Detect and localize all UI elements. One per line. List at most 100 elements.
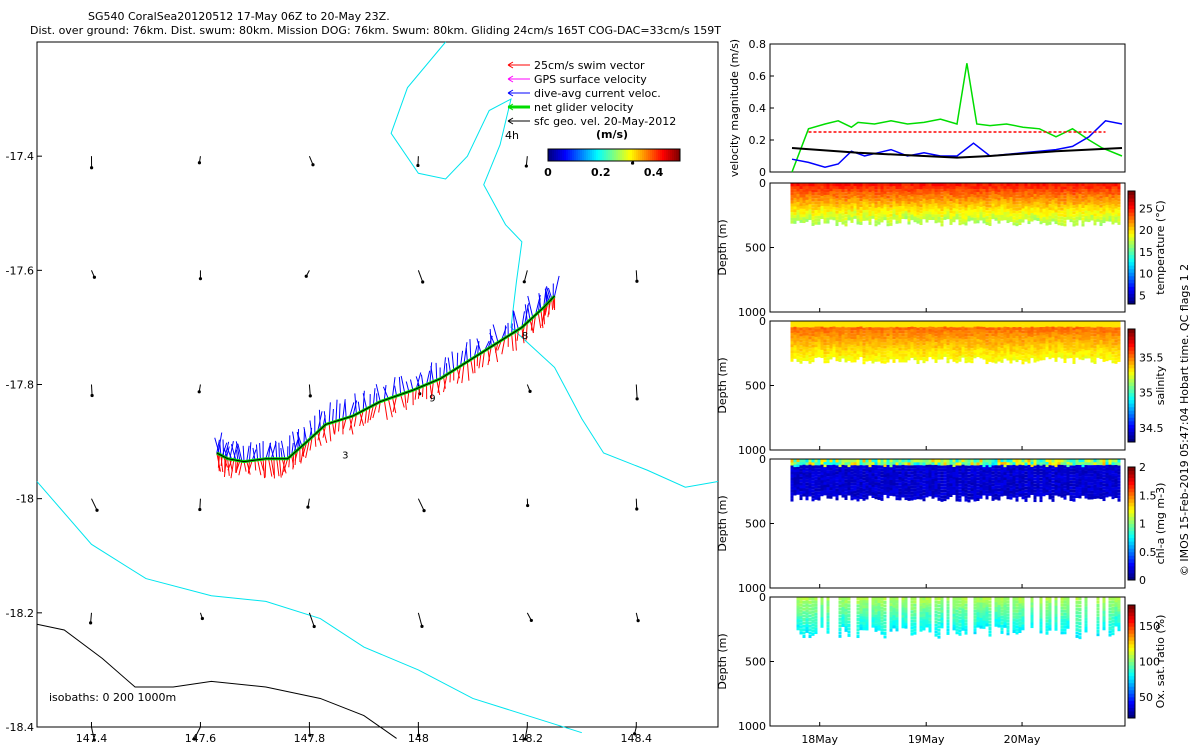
profile-dot: [1018, 195, 1022, 199]
profile-colorbar-cell: [1128, 247, 1135, 252]
profile-dot: [856, 459, 860, 463]
profile-dot: [1030, 326, 1034, 330]
profile-dot: [931, 490, 935, 494]
profile-dot: [814, 491, 818, 495]
profile-dot: [841, 326, 845, 330]
profile-dot: [817, 210, 821, 214]
dac-vector: [235, 449, 239, 461]
profile-dot: [880, 354, 884, 358]
profile-dot: [997, 327, 1001, 331]
profile-dot: [898, 494, 902, 498]
profile-dot: [805, 485, 809, 489]
profile-dot: [868, 338, 872, 342]
dac-vector: [318, 409, 321, 430]
profile-dot: [871, 195, 875, 199]
profile-dot: [994, 465, 998, 469]
profile-dot: [922, 330, 926, 334]
profile-dot: [994, 485, 998, 489]
profile-dot: [1018, 459, 1022, 463]
profile-dot: [931, 321, 935, 325]
geo-velocity-arrowhead: [636, 619, 640, 623]
profile-dot: [997, 217, 1001, 221]
profile-dot: [1102, 335, 1106, 339]
profile-dot: [961, 472, 965, 476]
profile-dot: [1006, 357, 1010, 361]
dac-vector: [420, 374, 424, 387]
profile-dot: [1039, 183, 1043, 187]
profile-dot: [1036, 475, 1040, 479]
profile-dot: [946, 339, 950, 343]
profile-dot: [1003, 477, 1007, 481]
profile-dot: [994, 351, 998, 355]
profile-dot: [922, 213, 926, 217]
profile-dot: [1096, 347, 1100, 351]
profile-dot: [1009, 357, 1013, 361]
profile-dot: [985, 487, 989, 491]
profile-dot: [1105, 338, 1109, 342]
profile-dot: [970, 212, 974, 216]
profile-dot: [1036, 459, 1040, 463]
profile-dot: [811, 483, 815, 487]
profile-dot: [883, 489, 887, 493]
geo-velocity-arrowhead: [92, 738, 96, 742]
profile-dot: [1015, 198, 1019, 202]
profile-dot: [814, 326, 818, 330]
profile-dot: [844, 204, 848, 208]
profile-dot: [1069, 329, 1073, 333]
map-colorbar-cell: [554, 149, 557, 161]
profile-dot: [892, 359, 896, 363]
profile-dot: [898, 488, 902, 492]
profile-dot: [907, 221, 911, 225]
profile-dot: [997, 491, 1001, 495]
profile-dot: [925, 352, 929, 356]
profile-dot: [826, 465, 830, 469]
profile-dot: [892, 214, 896, 218]
profile-dot: [970, 196, 974, 200]
profile-dot: [958, 350, 962, 354]
profile-dot: [922, 342, 926, 346]
profile-dot: [1084, 186, 1088, 190]
profile-dot: [1057, 477, 1061, 481]
profile-dot: [946, 487, 950, 491]
profile-y-tick-label: 500: [745, 518, 766, 531]
profile-dot: [1012, 222, 1016, 226]
profile-dot: [979, 465, 983, 469]
profile-dot: [976, 208, 980, 212]
profile-dot: [1051, 210, 1055, 214]
profile-dot: [868, 183, 872, 187]
profile-dot: [1042, 343, 1046, 347]
profile-dot: [946, 476, 950, 480]
profile-dot: [862, 207, 866, 211]
profile-dot: [925, 211, 929, 215]
profile-dot: [823, 183, 827, 187]
profile-dot: [1006, 354, 1010, 358]
profile-dot: [808, 204, 812, 208]
dac-vector: [521, 311, 525, 328]
profile-dot: [796, 474, 800, 478]
profile-dot: [1030, 191, 1034, 195]
profile-dot: [979, 459, 983, 463]
profile-dot: [814, 339, 818, 343]
profile-dot: [832, 329, 836, 333]
profile-dot: [940, 483, 944, 487]
profile-dot: [820, 339, 824, 343]
profile-dot: [1069, 205, 1073, 209]
profile-dot: [994, 348, 998, 352]
profile-dot: [991, 462, 995, 466]
profile-dot: [1078, 196, 1082, 200]
map-colorbar-cell: [666, 149, 669, 161]
profile-dot: [847, 464, 851, 468]
profile-dot: [850, 476, 854, 480]
profile-dot: [892, 191, 896, 195]
profile-dot: [943, 351, 947, 355]
profile-dot: [907, 186, 911, 190]
dac-vector: [242, 445, 245, 462]
profile-dot: [1048, 476, 1052, 480]
profile-dot: [802, 208, 806, 212]
profile-dot: [865, 335, 869, 339]
profile-dot: [1021, 202, 1025, 206]
profile-dot: [994, 339, 998, 343]
profile-dot: [862, 333, 866, 337]
profile-dot: [937, 356, 941, 360]
profile-dot: [1045, 472, 1049, 476]
